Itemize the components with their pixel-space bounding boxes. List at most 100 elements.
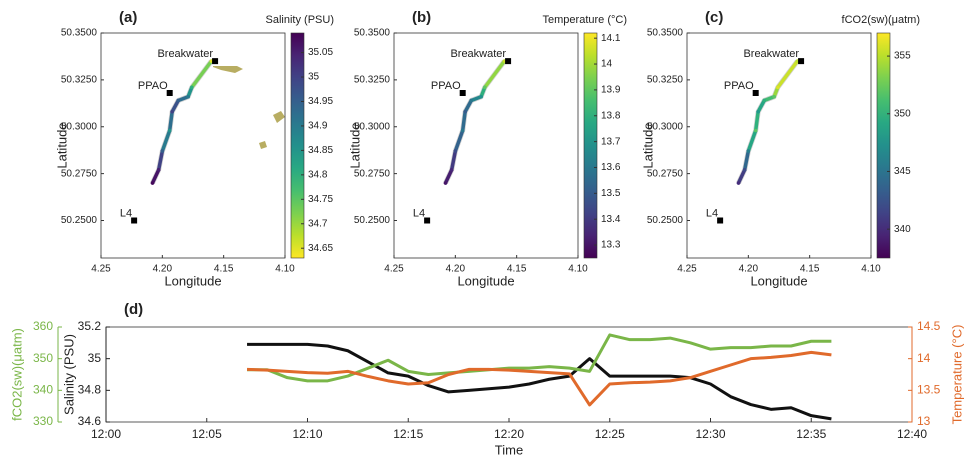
station-marker xyxy=(505,58,512,65)
y-tick-label: 50.3000 xyxy=(61,121,98,132)
y-tick-label: 14 xyxy=(917,351,931,365)
colorbar-tick-label: 340 xyxy=(894,224,911,235)
track-point xyxy=(482,85,487,90)
colorbar-tick-label: 13.3 xyxy=(601,240,621,251)
track-segment xyxy=(167,110,174,133)
track-point xyxy=(167,128,172,133)
track-segment xyxy=(156,149,165,172)
track-segment xyxy=(453,128,465,153)
y-tick-label: 340 xyxy=(33,383,53,397)
x-tick-label: 4.10 xyxy=(861,264,881,275)
y-tick-label: 50.2500 xyxy=(354,215,391,226)
station-label: PPAO xyxy=(431,80,461,92)
x-tick-label: 4.20 xyxy=(446,264,466,275)
y-tick-label: 34.8 xyxy=(78,383,102,397)
station-label: Breakwater xyxy=(157,48,213,60)
x-tick-label: 4.20 xyxy=(739,264,759,275)
colorbar xyxy=(876,32,891,259)
track-segment xyxy=(190,59,214,90)
x-tick-label: 12:40 xyxy=(897,427,927,441)
track-point xyxy=(762,98,767,103)
y-tick-label: 350 xyxy=(33,351,53,365)
track-point xyxy=(756,109,760,114)
y-axis-label: Temperature (°C) xyxy=(949,325,964,425)
track-segment xyxy=(746,128,758,153)
y-axis-label: Latitude xyxy=(640,122,655,168)
colorbar-tick-label: 13.4 xyxy=(601,214,621,225)
panel-title: (c) xyxy=(705,9,723,26)
track-point xyxy=(150,181,155,185)
x-tick-label: 4.15 xyxy=(214,264,234,275)
track-point xyxy=(176,98,181,103)
track-point xyxy=(443,181,448,185)
station-marker xyxy=(752,90,759,96)
y-tick-label: 35 xyxy=(88,351,102,365)
panel-title: (a) xyxy=(119,9,137,26)
track-point xyxy=(453,149,458,153)
track-point xyxy=(742,168,747,172)
track-point xyxy=(775,85,780,90)
x-tick-label: 4.10 xyxy=(275,264,295,275)
track-point xyxy=(186,94,190,99)
track-point xyxy=(170,109,174,114)
station-marker xyxy=(212,58,219,65)
track-segment xyxy=(736,168,747,185)
track-segment xyxy=(160,128,172,153)
colorbar-tick-label: 13.9 xyxy=(601,85,621,96)
track-point xyxy=(469,98,474,103)
station-label: L4 xyxy=(706,207,718,219)
colorbar-tick-label: 13.7 xyxy=(601,136,621,147)
track-point xyxy=(460,128,465,133)
x-tick-label: 12:20 xyxy=(494,427,524,441)
colorbar xyxy=(290,32,305,259)
series-line xyxy=(247,342,832,421)
y-tick-label: 50.3000 xyxy=(647,121,684,132)
panel-title: (b) xyxy=(412,9,431,26)
station-label: Breakwater xyxy=(743,48,799,60)
track-segment xyxy=(150,168,161,185)
track-point xyxy=(449,168,454,172)
y-tick-label: 50.3500 xyxy=(647,28,684,39)
track-segment xyxy=(463,98,474,114)
colorbar-tick-label: 345 xyxy=(894,166,911,177)
station-marker xyxy=(424,217,431,224)
x-axis-label: Time xyxy=(495,442,523,457)
y-tick-label: 50.3250 xyxy=(354,75,391,86)
y-tick-label: 50.3000 xyxy=(354,121,391,132)
colorbar-tick-label: 14 xyxy=(601,59,613,70)
x-tick-label: 12:35 xyxy=(796,427,826,441)
station-label: L4 xyxy=(413,207,425,219)
colorbar-tick-label: 13.5 xyxy=(601,188,621,199)
colorbar-tick-label: 34.7 xyxy=(308,218,328,229)
y-tick-label: 50.2750 xyxy=(647,168,684,179)
y-tick-label: 50.3500 xyxy=(354,28,391,39)
y-tick-label: 50.2500 xyxy=(647,215,684,226)
x-tick-label: 4.15 xyxy=(507,264,527,275)
track-segment xyxy=(753,110,760,133)
y-tick-label: 13.5 xyxy=(917,383,941,397)
x-tick-label: 12:05 xyxy=(192,427,222,441)
colorbar xyxy=(583,32,598,259)
x-tick-label: 4.25 xyxy=(91,264,111,275)
y-tick-label: 50.2750 xyxy=(354,168,391,179)
colorbar-tick-label: 355 xyxy=(894,51,911,62)
x-tick-label: 4.15 xyxy=(800,264,820,275)
colorbar-tick-label: 34.85 xyxy=(308,145,333,156)
colorbar-tick-label: 13.8 xyxy=(601,110,621,121)
series-line xyxy=(247,333,832,383)
track-point xyxy=(156,168,161,172)
y-tick-label: 13 xyxy=(917,414,931,428)
y-tick-label: 35.2 xyxy=(78,319,102,333)
plot-frame xyxy=(686,32,872,259)
y-axis-label: Latitude xyxy=(347,122,362,168)
colorbar-label: Salinity (PSU) xyxy=(266,14,334,26)
colorbar-tick-label: 34.9 xyxy=(308,121,328,132)
y-tick-label: 360 xyxy=(33,319,53,333)
colorbar-tick-label: 34.75 xyxy=(308,194,333,205)
colorbar-tick-label: 34.65 xyxy=(308,243,333,254)
track-point xyxy=(753,128,758,133)
station-marker xyxy=(166,90,173,96)
station-label: L4 xyxy=(120,207,132,219)
x-axis-label: Longitude xyxy=(750,273,807,288)
